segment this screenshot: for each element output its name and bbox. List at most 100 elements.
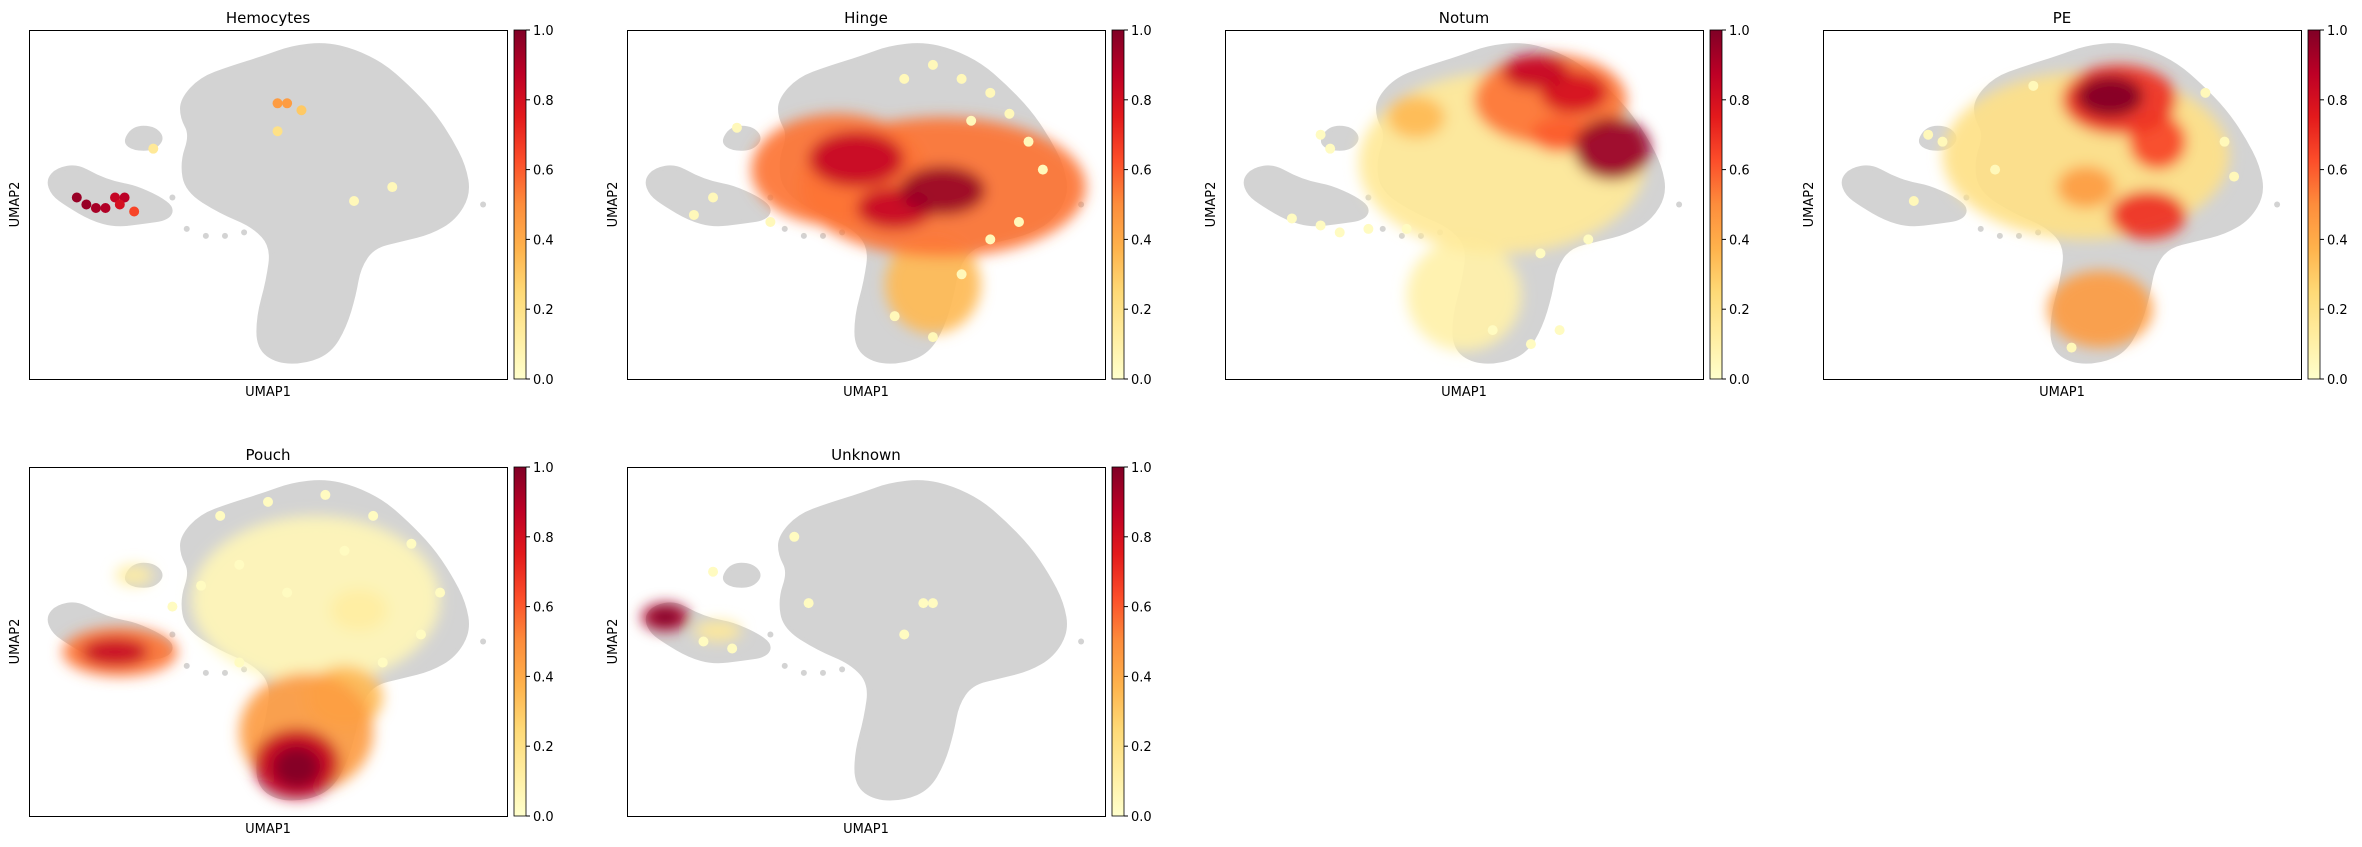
highlight-point: [81, 199, 92, 210]
colorbar-tick-label: 0.2: [533, 303, 554, 318]
background-cell: [2015, 232, 2022, 239]
y-axis-label: UMAP2: [8, 619, 23, 665]
cell-point: [899, 73, 910, 84]
cell-point: [1554, 325, 1565, 336]
cell-point: [927, 598, 938, 609]
background-cell: [480, 201, 487, 208]
colorbar: [1111, 29, 1125, 380]
cell-point: [956, 73, 967, 84]
colorbar: [513, 466, 527, 817]
highlight-point: [129, 206, 140, 217]
cell-point: [1487, 325, 1498, 336]
colorbar-tick-label: 0.2: [2327, 303, 2348, 318]
plot-area: [641, 480, 1085, 801]
background-cell: [781, 662, 788, 669]
density-blob: [330, 589, 388, 632]
colorbar-tick-label: 0.0: [1729, 373, 1750, 388]
background-cell: [1398, 232, 1405, 239]
cell-cloud-islet: [723, 562, 761, 588]
x-axis-label: UMAP1: [843, 822, 889, 837]
background-cell: [819, 232, 826, 239]
y-axis-label: UMAP2: [606, 182, 621, 228]
plot-area: [645, 43, 1086, 364]
density-blob: [808, 131, 905, 188]
colorbar-tick-label: 0.8: [533, 94, 554, 109]
cell-point: [167, 601, 178, 612]
x-axis-label: UMAP1: [245, 822, 291, 837]
cell-point: [1325, 143, 1336, 154]
colorbar: [513, 29, 527, 380]
density-blob: [885, 235, 981, 334]
plot-area: [1841, 43, 2281, 364]
cell-point: [377, 657, 388, 668]
density-layer: [641, 603, 742, 642]
highlight-point: [71, 192, 82, 203]
background-cell: [2274, 201, 2281, 208]
axes-frame: [627, 467, 1106, 817]
plot-area: [47, 43, 487, 364]
colorbar-tick-label: 0.4: [533, 233, 554, 248]
colorbar-tick-label: 0.4: [1131, 233, 1152, 248]
panel-hinge: Hinge UMAP1 UMAP2 0.0 0.2 0.4 0.6 0.8 1.0: [606, 9, 1152, 400]
colorbar-tick-label: 1.0: [2327, 24, 2348, 39]
panel-pouch: Pouch UMAP1 UMAP2 0.0 0.2 0.4 0.6 0.8 1.0: [8, 446, 554, 837]
colorbar-tick-label: 0.8: [1131, 94, 1152, 109]
panel-title: PE: [2053, 9, 2072, 27]
cell-point: [2219, 136, 2230, 147]
density-blob: [1387, 96, 1445, 139]
density-blob: [693, 620, 742, 642]
panel-pe: PE UMAP1 UMAP2 0.0 0.2 0.4 0.6 0.8 1.0: [1802, 9, 2348, 400]
background-cell: [867, 246, 874, 253]
highlight-point: [349, 196, 360, 207]
cell-point: [435, 587, 446, 598]
cell-cloud-arm: [1841, 165, 1967, 227]
cell-point: [2200, 87, 2211, 98]
cell-point: [2229, 171, 2240, 182]
cell-point: [803, 598, 814, 609]
background-cell: [221, 232, 228, 239]
density-blob: [2109, 190, 2187, 240]
x-axis-label: UMAP1: [1441, 385, 1487, 400]
cell-point: [1525, 339, 1536, 350]
colorbar-tick-label: 1.0: [533, 24, 554, 39]
cell-point: [1023, 136, 1034, 147]
cell-point: [263, 496, 273, 507]
cell-point: [320, 489, 331, 500]
density-blob: [899, 166, 986, 215]
colorbar-tick-label: 0.6: [1131, 164, 1152, 179]
panel-hemocytes: Hemocytes UMAP1 UMAP2 0.0 0.2 0.4 0.6 0.8 1.0: [8, 9, 554, 400]
colorbar-tick-label: 1.0: [533, 461, 554, 476]
highlight-point: [272, 126, 283, 137]
cell-point: [1535, 248, 1546, 259]
highlight-point: [387, 182, 398, 193]
cell-point: [966, 115, 977, 126]
cell-point: [956, 269, 967, 280]
x-axis-label: UMAP1: [843, 385, 889, 400]
cell-point: [918, 598, 929, 609]
cell-point: [1363, 223, 1374, 234]
colorbar-tick-label: 0.2: [533, 740, 554, 755]
density-blob: [650, 608, 680, 626]
cell-point: [406, 538, 417, 549]
colorbar-tick-label: 0.2: [1131, 303, 1152, 318]
colorbar-tick-label: 0.2: [1729, 303, 1750, 318]
panel-title: Hemocytes: [226, 9, 311, 27]
density-blob: [1406, 239, 1522, 352]
cell-point: [1286, 213, 1297, 224]
background-cell: [1379, 225, 1386, 232]
cell-cloud-islet: [723, 125, 761, 151]
background-cell: [169, 631, 176, 638]
background-cell: [819, 669, 826, 676]
background-cell: [202, 669, 209, 676]
cell-point: [688, 209, 699, 220]
cell-point: [727, 643, 738, 654]
cell-cloud-islet: [125, 125, 163, 151]
cell-point: [789, 531, 800, 542]
cell-point: [1583, 234, 1594, 245]
colorbar-tick-label: 0.0: [1131, 810, 1152, 825]
cell-point: [1908, 196, 1919, 207]
panel-title: Pouch: [246, 446, 291, 464]
cell-point: [708, 566, 719, 577]
axes-frame: [1225, 30, 1704, 380]
